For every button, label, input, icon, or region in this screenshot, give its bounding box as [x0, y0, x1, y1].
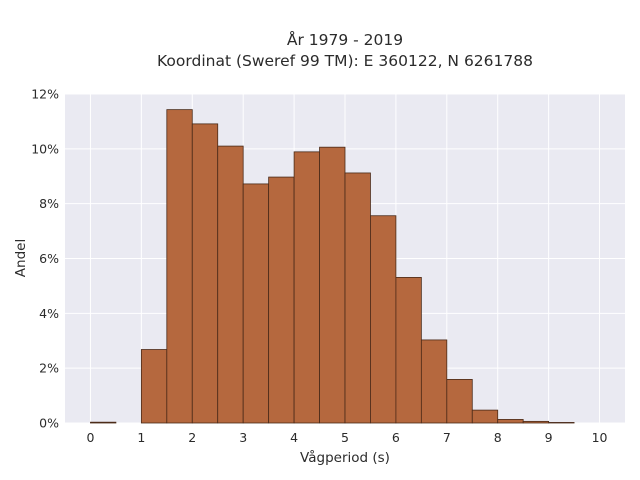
histogram-bar-7: [268, 176, 295, 424]
y-tick-label-3: 6%: [39, 251, 59, 266]
histogram-bar-12: [395, 277, 422, 424]
x-tick-label-8: 8: [494, 430, 502, 445]
x-tick-label-9: 9: [545, 430, 553, 445]
x-tick-labels: 0 1 2 3 4 5 6 7 8 9 10: [86, 430, 607, 445]
histogram-bar-6: [242, 183, 270, 424]
x-tick-label-10: 10: [592, 430, 608, 445]
histogram-bar-3: [166, 109, 193, 424]
y-tick-label-6: 12%: [31, 87, 59, 102]
histogram-bar-5: [217, 145, 244, 424]
y-tick-labels: 0% 2% 4% 6% 8% 10% 12%: [31, 87, 59, 431]
histogram-bar-16: [497, 419, 524, 424]
x-tick-label-0: 0: [86, 430, 94, 445]
histogram-bar-17: [522, 420, 550, 424]
histogram-bar-13: [420, 339, 448, 424]
chart-title-line-2: Koordinat (Sweref 99 TM): E 360122, N 62…: [157, 52, 533, 70]
chart-title-line-1: År 1979 - 2019: [287, 30, 403, 49]
x-tick-label-7: 7: [443, 430, 451, 445]
x-tick-label-6: 6: [392, 430, 400, 445]
x-axis-label: Vågperiod (s): [300, 449, 390, 466]
histogram-bar-18: [548, 422, 575, 424]
x-tick-label-4: 4: [290, 430, 298, 445]
y-tick-label-5: 10%: [31, 141, 59, 156]
x-tick-label-2: 2: [188, 430, 196, 445]
y-tick-label-2: 4%: [39, 306, 59, 321]
histogram-bar-11: [370, 215, 397, 424]
histogram-bar-2: [140, 349, 168, 424]
x-tick-label-3: 3: [239, 430, 247, 445]
histogram-bar-14: [446, 379, 473, 424]
histogram-bar-9: [319, 146, 346, 424]
histogram-bar-10: [344, 172, 371, 424]
histogram-bar-8: [293, 151, 320, 424]
y-tick-label-4: 8%: [39, 196, 59, 211]
x-tick-label-5: 5: [341, 430, 349, 445]
y-axis-label: Andel: [13, 239, 29, 277]
histogram-bars: [90, 109, 575, 424]
y-tick-label-1: 2%: [39, 361, 59, 376]
y-tick-label-0: 0%: [39, 416, 59, 431]
histogram-bar-4: [191, 123, 219, 424]
x-tick-label-1: 1: [137, 430, 145, 445]
histogram-bar-0: [90, 421, 117, 424]
histogram-bar-15: [471, 409, 499, 424]
